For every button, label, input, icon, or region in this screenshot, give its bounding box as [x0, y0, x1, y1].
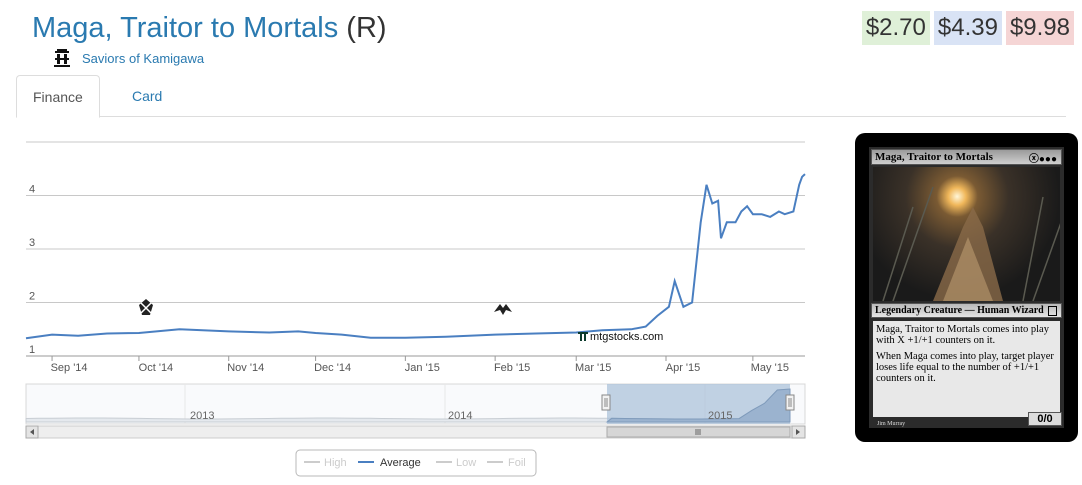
legend-item-high[interactable]: High [304, 457, 347, 469]
tab-bar: Finance Card [16, 75, 1066, 118]
x-tick-label: Jan '15 [405, 362, 440, 374]
x-tick-label: Feb '15 [494, 362, 530, 374]
card-rarity: (R) [346, 12, 387, 44]
scroll-left-button[interactable] [25, 425, 39, 439]
scrollbar[interactable] [25, 425, 806, 439]
tab-card[interactable]: Card [132, 88, 163, 104]
set-symbol-icon [54, 49, 70, 67]
watermark-text: mtgstocks.com [590, 331, 663, 343]
price-average-badge: $4.39 [933, 11, 1002, 45]
y-tick-label: 4 [29, 184, 35, 196]
price-high-badge: $9.98 [1005, 11, 1074, 45]
set-release-marker-icon [494, 304, 512, 315]
navigator: 2013 2014 2015 [25, 383, 806, 425]
navigator-year-label: 2014 [448, 410, 472, 422]
card-set-symbol-icon [1048, 306, 1057, 316]
card-type-line: Legendary Creature — Human Wizard [871, 303, 1062, 318]
x-tick-label: Apr '15 [666, 362, 701, 374]
card-rules-text: Maga, Traitor to Mortals comes into play… [873, 321, 1060, 417]
x-tick-label: Nov '14 [227, 362, 264, 374]
price-low-badge: $2.70 [861, 11, 930, 45]
legend-item-average[interactable]: Average [358, 457, 421, 469]
x-tick-label: Dec '14 [314, 362, 351, 374]
svg-text:High: High [324, 457, 347, 469]
card-name: Maga, Traitor to Mortals [32, 12, 339, 44]
card-image: Maga, Traitor to Mortals ⓧ●●● Legendary … [855, 133, 1078, 442]
mana-cost-icon: ⓧ●●● [1028, 154, 1057, 165]
set-release-marker-icon [139, 299, 153, 315]
price-chart: 1 2 3 4 Sep '14 Oct '14 Nov '14 Dec '14 Jan '15… [0, 130, 820, 485]
legend-item-low[interactable]: Low [436, 457, 476, 469]
card-power-toughness: 0/0 [1028, 412, 1062, 426]
x-tick-label: Oct '14 [139, 362, 174, 374]
mtgstocks-logo-icon [578, 332, 588, 341]
arrow-right-icon [796, 429, 800, 435]
average-series-line [25, 173, 806, 340]
legend-item-foil[interactable]: Foil [487, 457, 526, 469]
price-chart-svg: 1 2 3 4 Sep '14 Oct '14 Nov '14 Dec '14 Jan '15… [25, 141, 806, 477]
arrow-left-icon [30, 429, 34, 435]
set-row: Saviors of Kamigawa [52, 48, 204, 68]
svg-text:Low: Low [456, 457, 476, 469]
card-artist-credit: Jim Murray [877, 421, 906, 427]
navigator-year-label: 2015 [708, 410, 732, 422]
set-link[interactable]: Saviors of Kamigawa [82, 50, 205, 66]
x-tick-label: Sep '14 [51, 362, 88, 374]
card-title: Maga, Traitor to Mortals (R) [32, 10, 387, 46]
navigator-right-handle[interactable] [785, 394, 795, 411]
y-tick-label: 2 [29, 291, 35, 303]
card-artwork [873, 167, 1060, 301]
card-image-title: Maga, Traitor to Mortals ⓧ●●● [871, 149, 1062, 165]
navigator-year-label: 2013 [190, 410, 214, 422]
scroll-right-button[interactable] [791, 425, 806, 439]
svg-text:Average: Average [380, 457, 421, 469]
svg-text:Foil: Foil [508, 457, 526, 469]
y-tick-label: 1 [29, 344, 35, 356]
x-tick-label: Mar '15 [575, 362, 611, 374]
x-tick-label: May '15 [751, 362, 789, 374]
price-summary: $2.70 $4.39 $9.98 [861, 11, 1074, 45]
navigator-selected-area [605, 388, 791, 423]
navigator-left-handle[interactable] [601, 394, 611, 411]
y-tick-label: 3 [29, 237, 35, 249]
tab-finance[interactable]: Finance [16, 75, 100, 118]
chart-legend: High Average Low Foil [295, 449, 537, 477]
